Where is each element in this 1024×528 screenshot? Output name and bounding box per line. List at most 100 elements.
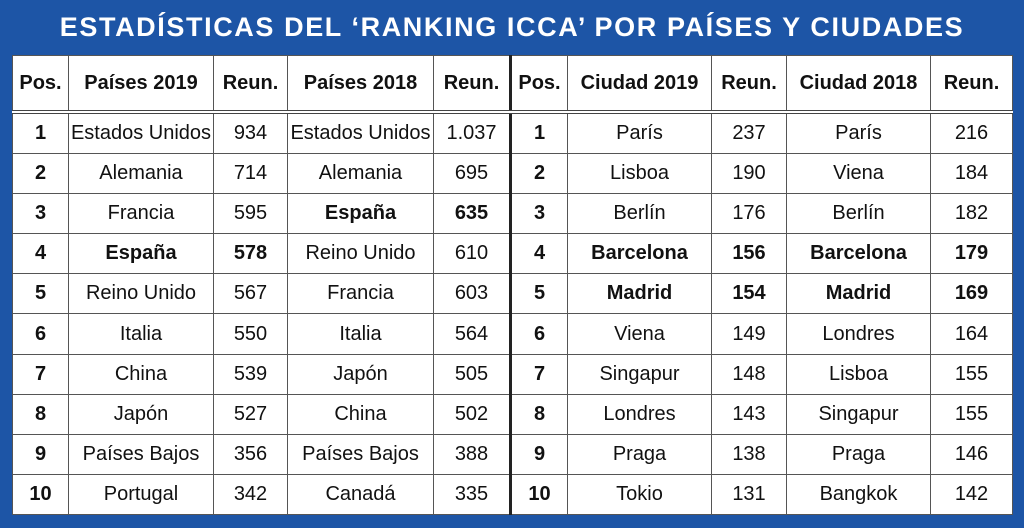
table-cell: 502 <box>433 393 511 435</box>
table-cell: Países Bajos <box>287 433 434 475</box>
table-cell: Reino Unido <box>68 273 214 315</box>
table-cell: Viena <box>786 153 931 195</box>
table-row: 6 Italia 550 Italia 564 6 Viena 149 Londres 164 <box>12 313 1013 355</box>
table-cell: 1 <box>12 111 69 155</box>
table-row: 4 España 578 Reino Unido 610 4 Barcelona 156 Bar… <box>12 233 1013 275</box>
table-cell: 146 <box>930 433 1013 475</box>
table-cell: 143 <box>711 393 787 435</box>
table-cell: 237 <box>711 111 787 155</box>
table-cell: España <box>68 233 214 275</box>
table-cell: 9 <box>509 433 568 475</box>
table-cell: Tokio <box>567 473 712 516</box>
table-cell: 179 <box>930 233 1013 275</box>
table-cell: 10 <box>12 473 69 516</box>
table-cell: Italia <box>287 313 434 355</box>
table-cell: 1 <box>509 111 568 155</box>
table-cell: 610 <box>433 233 511 275</box>
table-cell: 156 <box>711 233 787 275</box>
header-cell: Ciudad 2018 <box>786 55 931 114</box>
table-cell: Alemania <box>287 153 434 195</box>
table-cell: París <box>786 111 931 155</box>
table-cell: Estados Unidos <box>287 111 434 155</box>
table-cell: 2 <box>12 153 69 195</box>
table-cell: Canadá <box>287 473 434 516</box>
table-cell: Viena <box>567 313 712 355</box>
table-row: 2 Alemania 714 Alemania 695 2 Lisboa 190 Viena 18… <box>12 153 1013 195</box>
table-cell: Singapur <box>786 393 931 435</box>
table-cell: 635 <box>433 193 511 235</box>
table-cell: 6 <box>12 313 69 355</box>
table-row: 3 Francia 595 España 635 3 Berlín 176 Berlín 182 <box>12 193 1013 235</box>
table-cell: 148 <box>711 353 787 395</box>
ranking-table: Pos. Países 2019 Reun. Países 2018 Reun. Pos.… <box>12 55 1013 516</box>
table-cell: 155 <box>930 393 1013 435</box>
table-cell: 216 <box>930 111 1013 155</box>
table-cell: Praga <box>786 433 931 475</box>
table-cell: Madrid <box>567 273 712 315</box>
table-cell: 176 <box>711 193 787 235</box>
table-row: 10 Portugal 342 Canadá 335 10 Tokio 131 Bangkok 1… <box>12 473 1013 516</box>
table-cell: Praga <box>567 433 712 475</box>
header-cell: Pos. <box>509 55 568 114</box>
table-cell: Italia <box>68 313 214 355</box>
table-cell: 131 <box>711 473 787 516</box>
table-cell: 182 <box>930 193 1013 235</box>
table-cell: 155 <box>930 353 1013 395</box>
table-row: 1 Estados Unidos 934 Estados Unidos 1.037 1 Pa… <box>12 111 1013 155</box>
table-row: 7 China 539 Japón 505 7 Singapur 148 Lisboa 155 <box>12 353 1013 395</box>
table-cell: 3 <box>12 193 69 235</box>
table-cell: 5 <box>12 273 69 315</box>
table-cell: Lisboa <box>567 153 712 195</box>
table-cell: China <box>68 353 214 395</box>
table-cell: Francia <box>68 193 214 235</box>
table-cell: Barcelona <box>786 233 931 275</box>
table-cell: Japón <box>68 393 214 435</box>
table-cell: 8 <box>509 393 568 435</box>
table-cell: 5 <box>509 273 568 315</box>
table-cell: 934 <box>213 111 288 155</box>
table-cell: 539 <box>213 353 288 395</box>
table-cell: 564 <box>433 313 511 355</box>
table-cell: 169 <box>930 273 1013 315</box>
table-cell: 154 <box>711 273 787 315</box>
table-cell: 10 <box>509 473 568 516</box>
header-cell: Pos. <box>12 55 69 114</box>
table-cell: 714 <box>213 153 288 195</box>
table-cell: 695 <box>433 153 511 195</box>
table-cell: Madrid <box>786 273 931 315</box>
table-cell: Bangkok <box>786 473 931 516</box>
table-cell: China <box>287 393 434 435</box>
header-cell: Ciudad 2019 <box>567 55 712 114</box>
table-cell: 142 <box>930 473 1013 516</box>
table-cell: 9 <box>12 433 69 475</box>
header-cell: Reun. <box>930 55 1013 114</box>
table-cell: 550 <box>213 313 288 355</box>
table-cell: 6 <box>509 313 568 355</box>
table-body: 1 Estados Unidos 934 Estados Unidos 1.037 1 Pa… <box>12 111 1013 516</box>
table-cell: Lisboa <box>786 353 931 395</box>
table-cell: 8 <box>12 393 69 435</box>
table-cell: Reino Unido <box>287 233 434 275</box>
table-cell: París <box>567 111 712 155</box>
header-cell: Reun. <box>711 55 787 114</box>
table-cell: 527 <box>213 393 288 435</box>
table-cell: 2 <box>509 153 568 195</box>
header-cell: Países 2019 <box>68 55 214 114</box>
table-cell: 138 <box>711 433 787 475</box>
table-cell: Alemania <box>68 153 214 195</box>
table-cell: 356 <box>213 433 288 475</box>
table-cell: 149 <box>711 313 787 355</box>
table-cell: 335 <box>433 473 511 516</box>
table-cell: 4 <box>509 233 568 275</box>
header-cell: Reun. <box>213 55 288 114</box>
table-cell: España <box>287 193 434 235</box>
table-row: 5 Reino Unido 567 Francia 603 5 Madrid 154 Madri… <box>12 273 1013 315</box>
title: ESTADÍSTICAS DEL ‘RANKING ICCA’ POR PAÍS… <box>59 12 965 42</box>
table-cell: Berlín <box>786 193 931 235</box>
table-cell: Estados Unidos <box>68 111 214 155</box>
table-cell: Francia <box>287 273 434 315</box>
table-cell: 1.037 <box>433 111 511 155</box>
table-cell: 505 <box>433 353 511 395</box>
table-cell: 3 <box>509 193 568 235</box>
